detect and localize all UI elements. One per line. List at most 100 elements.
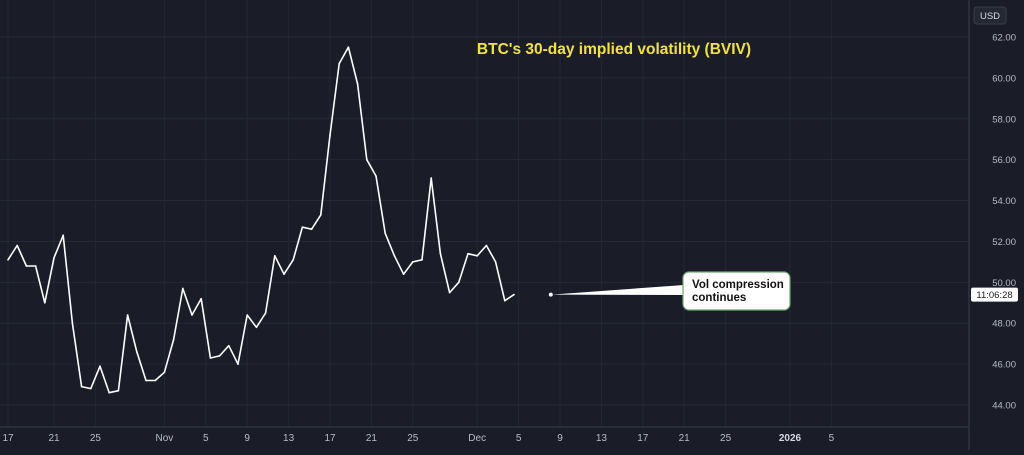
y-tick-label: 44.00 [992,401,1016,412]
data-point [62,234,64,237]
data-point [274,254,276,257]
data-point [375,175,377,177]
y-tick-label: 58.00 [992,114,1016,125]
y-tick-label: 62.00 [992,33,1016,44]
annotation-pointer [551,285,684,295]
data-point [494,261,497,263]
data-point [145,379,147,382]
data-point [25,265,28,267]
annotation-marker [547,291,554,298]
data-point [209,357,212,359]
data-point [384,232,387,235]
bviv-series-line [7,46,515,394]
data-point [301,226,304,228]
data-point [430,177,433,179]
x-tick-label: 21 [366,433,378,444]
data-point [448,291,451,294]
data-point [283,273,285,275]
data-point [172,338,175,341]
x-tick-label: 9 [557,433,563,444]
x-tick-label: 9 [244,433,250,444]
x-tick-label: 25 [720,433,732,444]
data-point [366,158,368,161]
y-tick-label: 54.00 [992,196,1016,207]
price-tag-label: 11:06:28 [976,290,1012,301]
data-point [513,293,515,296]
data-point [421,259,423,261]
x-tick-label: 25 [90,433,102,444]
y-tick-label: 52.00 [992,237,1016,248]
annotation-callout: Vol compression continues [547,271,791,311]
data-point [182,287,184,290]
x-tick-label: 17 [2,433,14,444]
x-tick-label: 13 [596,433,608,444]
data-point [412,261,414,263]
x-tick-label: Dec [468,433,486,444]
data-point [393,254,396,257]
price-tag: 11:06:28 [971,287,1018,302]
data-point [264,312,267,314]
data-point [126,314,129,316]
data-point [504,299,506,302]
data-point [108,391,110,394]
data-point [53,257,55,259]
currency-label: USD [980,11,1000,22]
data-point [246,314,248,316]
currency-selector[interactable]: USD [973,6,1007,25]
y-tick-label: 60.00 [992,73,1016,84]
x-tick-label: 21 [48,433,60,444]
data-point [71,322,74,325]
x-tick-label: 17 [637,433,649,444]
data-point [200,297,202,300]
data-point [329,134,331,136]
data-point [485,244,488,247]
y-tick-label: 46.00 [992,360,1016,371]
data-point [402,273,405,275]
data-point [99,365,101,367]
data-point [338,62,341,65]
data-point [16,244,19,247]
annotation-box [682,271,791,311]
annotation-line-1: Vol compression [692,279,784,291]
data-point [467,252,469,255]
data-point [310,228,313,230]
x-tick-label: 5 [829,433,835,444]
x-tick-label: 2026 [779,433,802,444]
x-tick-label: 17 [324,433,336,444]
data-point [90,387,92,390]
y-tick-label: 48.00 [992,319,1016,330]
data-point [439,252,442,255]
data-point [476,254,479,257]
data-point [154,379,156,382]
data-point [163,371,166,374]
y-tick-label: 50.00 [992,278,1016,289]
data-point [458,281,460,284]
data-point [228,344,230,347]
data-point [80,385,83,388]
data-point [218,355,221,357]
x-tick-label: 25 [407,433,419,444]
x-tick-label: 5 [516,433,522,444]
data-point [44,301,46,304]
data-point [356,83,359,85]
x-tick-label: 13 [283,433,295,444]
x-tick-label: 5 [203,433,209,444]
data-point [34,265,37,267]
y-tick-label: 56.00 [992,155,1016,166]
data-point [292,259,295,261]
data-point [347,46,350,49]
data-point [7,259,9,261]
data-point [237,363,239,365]
chart-title: BTC's 30-day implied volatility (BVIV) [477,41,751,58]
data-point [117,389,120,392]
data-point [320,214,322,216]
annotation-line-2: continues [692,292,746,304]
data-point [255,326,258,329]
x-tick-label: Nov [156,433,174,444]
x-tick-label: 21 [679,433,691,444]
data-point [136,351,138,353]
data-point [191,314,193,316]
